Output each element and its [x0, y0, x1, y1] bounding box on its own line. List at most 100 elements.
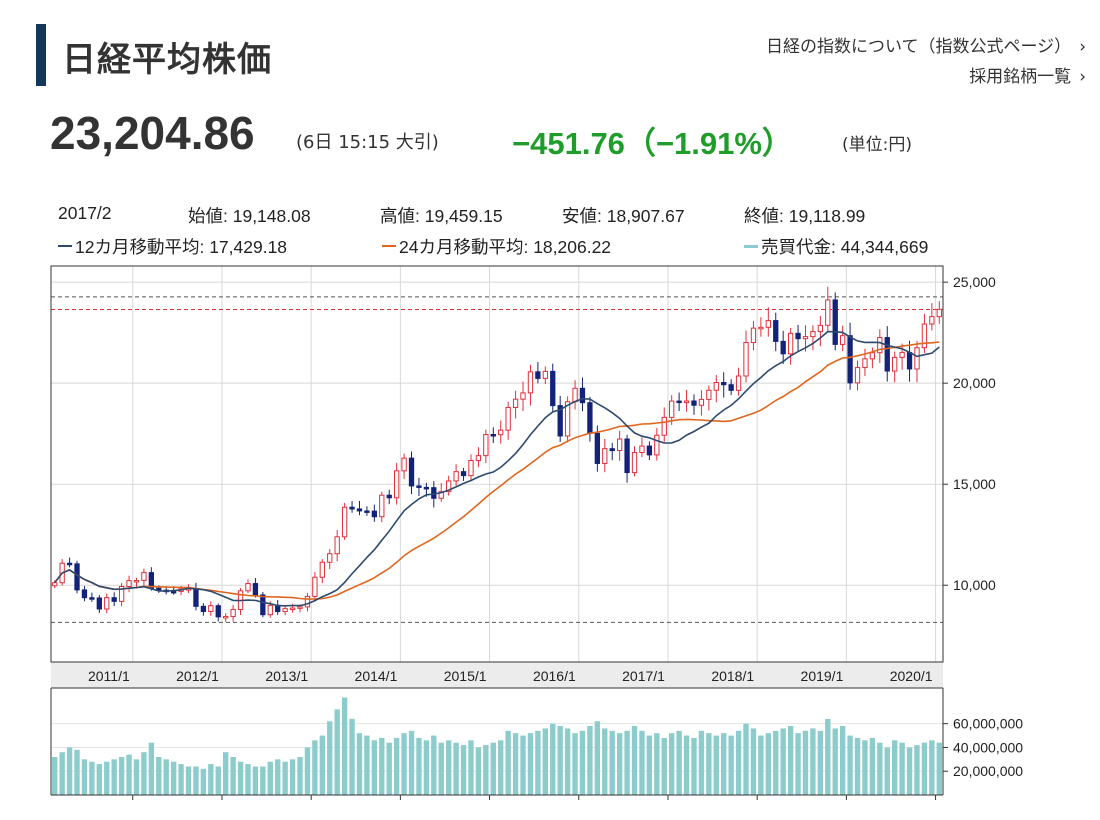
volume-bar — [906, 747, 913, 795]
components-link[interactable]: 採用銘柄一覧 › — [969, 62, 1086, 87]
candle-body-up — [133, 579, 140, 583]
candle-body-up — [230, 608, 236, 617]
volume-bar — [654, 733, 660, 795]
x-tick-label: 2016/1 — [533, 668, 576, 684]
candle-body-down — [557, 405, 563, 437]
index-info-link[interactable]: 日経の指数について（指数公式ページ） › — [766, 32, 1086, 57]
candle-body-down — [96, 597, 102, 610]
candle-body-down — [423, 486, 430, 490]
candle-body-up — [483, 434, 489, 457]
volume-bar — [289, 759, 296, 795]
candle-body-up — [289, 607, 296, 611]
volume-bar — [170, 761, 177, 795]
candle-body-up — [802, 336, 809, 340]
price-timestamp: (6日 15:15 大引) — [296, 132, 439, 153]
volume-bar — [609, 730, 615, 795]
legend-volume-label: 売買代金: 44,344,669 — [761, 237, 929, 257]
candle-body-up — [446, 480, 452, 493]
y-tick-label: 10,000 — [953, 577, 996, 593]
volume-bar — [59, 752, 65, 795]
candle-body-up — [750, 327, 757, 344]
candle-body-up — [639, 445, 645, 454]
volume-bar — [550, 723, 556, 795]
candle-body-down — [884, 337, 890, 372]
volume-bar — [498, 740, 504, 795]
volume-bar — [230, 756, 236, 795]
volume-bar — [728, 735, 734, 795]
x-tick-label: 2015/1 — [444, 668, 487, 684]
candle-body-up — [297, 606, 303, 609]
legend-ma24: 24カ月移動平均: 18,206.22 — [382, 234, 611, 259]
candle-body-up — [631, 452, 638, 474]
volume-bar — [178, 764, 184, 795]
candle-body-up — [743, 342, 749, 377]
candle-body-up — [810, 331, 816, 338]
volume-bar — [453, 742, 459, 795]
volume-bar — [810, 728, 816, 795]
volume-bar — [795, 733, 801, 795]
candle-body-up — [334, 536, 340, 555]
candle-body-up — [936, 308, 942, 318]
candle-body-up — [713, 382, 719, 391]
volume-bar — [118, 756, 125, 795]
candle-body-up — [654, 434, 660, 456]
candle-body-down — [646, 445, 653, 456]
price-panel-frame — [50, 265, 944, 663]
volume-tick-label: 40,000,000 — [953, 739, 1023, 755]
candle-body-up — [141, 572, 147, 581]
x-tick-label: 2019/1 — [801, 668, 844, 684]
candle-body-down — [691, 400, 697, 406]
candle-body-up — [282, 608, 288, 613]
price-unit: (単位:円) — [842, 135, 912, 155]
volume-bar — [163, 759, 169, 795]
x-tick-label: 2017/1 — [622, 668, 665, 684]
candle-body-down — [74, 563, 80, 591]
candle-body-down — [535, 371, 541, 379]
candle-body-down — [81, 589, 88, 599]
page-title: 日経平均株価 — [62, 40, 272, 80]
candle-body-up — [921, 323, 928, 349]
candle-body-down — [676, 400, 682, 404]
candle-body-up — [304, 595, 311, 608]
index-info-link-label: 日経の指数について（指数公式ページ） — [766, 37, 1072, 57]
volume-bar — [631, 726, 638, 795]
candle-body-up — [208, 605, 214, 612]
current-price: 23,204.86 — [50, 107, 255, 159]
candle-body-down — [431, 487, 437, 499]
candle-body-down — [356, 508, 363, 512]
volume-bar — [773, 730, 779, 795]
volume-bar — [81, 759, 88, 795]
hover-high: 高値: 19,459.15 — [380, 206, 503, 226]
volume-bar — [765, 733, 771, 795]
candle-body-down — [215, 605, 221, 618]
candle-body-up — [877, 337, 883, 354]
volume-bar — [817, 730, 824, 795]
candle-body-up — [602, 448, 608, 464]
volume-bar — [490, 742, 496, 795]
volume-bar — [839, 726, 846, 795]
volume-tick-label: 20,000,000 — [953, 763, 1023, 779]
volume-bar — [735, 730, 742, 795]
volume-bar — [111, 759, 117, 795]
volume-bar — [564, 728, 571, 795]
volume-bar — [758, 735, 764, 795]
candle-body-up — [223, 615, 229, 619]
volume-bar — [438, 742, 444, 795]
volume-bar — [691, 737, 697, 795]
volume-bar — [371, 740, 378, 795]
volume-bar — [661, 737, 667, 795]
volume-bar — [89, 761, 95, 795]
candle-body-up — [825, 299, 831, 326]
volume-bar — [892, 740, 898, 795]
candle-body-down — [594, 432, 601, 464]
y-tick-label: 25,000 — [953, 274, 996, 290]
volume-bar — [787, 726, 794, 795]
volume-bar — [877, 742, 883, 795]
x-tick-label: 2013/1 — [265, 668, 308, 684]
candle-body-up — [706, 389, 712, 400]
volume-bar — [408, 730, 415, 795]
volume-bar — [869, 737, 876, 795]
legend-volume-swatch — [744, 244, 758, 248]
volume-bar — [527, 733, 534, 795]
